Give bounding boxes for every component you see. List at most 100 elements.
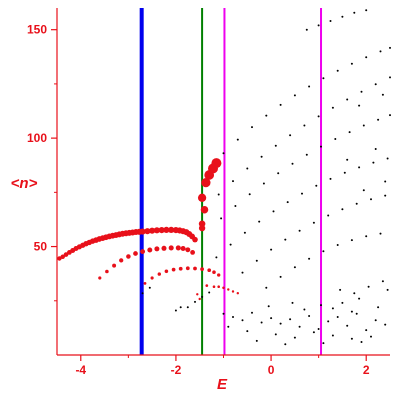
data-point xyxy=(119,258,124,263)
data-point xyxy=(207,268,212,273)
data-point xyxy=(358,104,361,107)
data-point xyxy=(190,250,196,255)
data-point xyxy=(317,328,320,330)
data-point xyxy=(315,184,318,187)
data-point xyxy=(150,276,154,280)
data-point xyxy=(270,248,273,251)
data-point xyxy=(227,325,230,328)
data-point xyxy=(57,256,62,261)
data-point xyxy=(389,76,391,79)
x-axis-label: E xyxy=(217,376,228,393)
data-point xyxy=(105,269,109,274)
data-point xyxy=(386,157,389,160)
data-point xyxy=(258,220,261,223)
data-point xyxy=(217,285,220,289)
data-point xyxy=(251,311,253,314)
data-point xyxy=(157,272,161,276)
axes: -4 -2 0 2 50 100 150 xyxy=(27,8,390,377)
data-point xyxy=(274,333,277,336)
data-point xyxy=(362,189,365,192)
data-point xyxy=(140,249,146,255)
y-tick-label: 150 xyxy=(27,23,47,37)
data-point xyxy=(312,221,315,224)
series-points xyxy=(57,9,391,346)
data-point xyxy=(133,251,138,256)
data-point xyxy=(339,288,342,291)
data-point xyxy=(222,312,225,315)
data-point xyxy=(246,167,249,170)
data-point xyxy=(186,306,189,309)
data-point xyxy=(350,62,353,65)
data-point xyxy=(196,293,199,296)
data-point xyxy=(234,205,237,207)
data-point xyxy=(232,180,234,183)
data-point xyxy=(279,103,282,106)
data-point xyxy=(222,152,225,155)
data-point xyxy=(178,266,183,271)
data-point xyxy=(63,252,69,257)
data-point xyxy=(163,226,170,234)
data-point xyxy=(298,325,301,328)
data-point xyxy=(236,138,239,141)
data-point xyxy=(329,20,332,22)
data-point xyxy=(341,301,344,304)
data-point xyxy=(303,308,306,311)
data-point xyxy=(350,337,353,340)
data-point xyxy=(270,317,273,320)
x-tick-label: -2 xyxy=(171,363,182,377)
data-point xyxy=(279,322,282,325)
data-point xyxy=(192,236,198,243)
data-point xyxy=(303,124,306,127)
data-point xyxy=(212,270,216,274)
data-point xyxy=(384,180,387,183)
data-point xyxy=(198,297,201,301)
data-point xyxy=(329,177,332,180)
data-point xyxy=(346,324,349,327)
data-point xyxy=(367,285,370,288)
data-point xyxy=(200,267,204,271)
data-point xyxy=(341,208,344,211)
data-point xyxy=(336,244,339,246)
data-point xyxy=(220,217,223,220)
data-point xyxy=(298,229,301,232)
data-point xyxy=(370,198,372,201)
data-point xyxy=(293,94,296,97)
data-point xyxy=(185,266,190,271)
data-point xyxy=(193,266,197,271)
data-point xyxy=(350,239,353,242)
data-point xyxy=(174,309,177,312)
y-tick-label: 50 xyxy=(34,240,48,254)
data-point xyxy=(243,231,246,234)
x-tick-label: 0 xyxy=(268,363,275,377)
data-point xyxy=(322,77,325,80)
data-point xyxy=(322,342,325,345)
data-point xyxy=(353,292,356,295)
data-point xyxy=(212,285,216,289)
data-point xyxy=(197,193,207,202)
data-point xyxy=(267,305,270,308)
data-point xyxy=(217,273,221,277)
data-point xyxy=(384,194,387,197)
data-point xyxy=(327,214,330,217)
data-point xyxy=(284,343,287,346)
data-point xyxy=(211,158,222,169)
data-point xyxy=(291,162,294,165)
data-point xyxy=(389,114,391,117)
data-point xyxy=(355,202,358,205)
data-point xyxy=(147,247,153,253)
data-point xyxy=(353,11,356,14)
data-point xyxy=(194,300,196,303)
data-point xyxy=(248,193,251,196)
data-point xyxy=(389,46,391,49)
x-tick-label: 2 xyxy=(363,363,370,377)
data-point xyxy=(331,307,334,310)
data-point xyxy=(232,316,234,318)
data-point xyxy=(293,266,296,269)
data-point xyxy=(370,335,372,338)
data-point xyxy=(201,295,204,298)
data-point xyxy=(246,330,249,333)
data-point xyxy=(148,286,151,289)
data-point xyxy=(317,115,320,118)
data-point xyxy=(343,171,346,174)
data-point xyxy=(274,144,277,147)
